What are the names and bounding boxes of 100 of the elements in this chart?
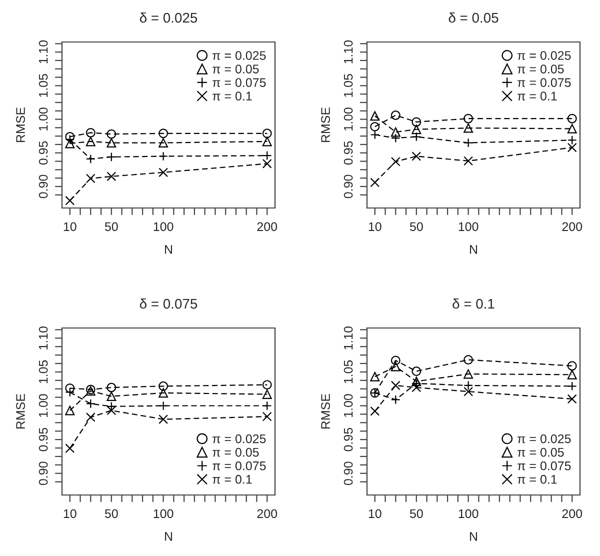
point (412, 382, 422, 392)
point (65, 444, 75, 454)
point (106, 382, 116, 392)
y-tick-label: 0.90 (344, 462, 353, 486)
point (65, 196, 75, 206)
x-tick-label: 100 (154, 222, 174, 232)
x-tick-label: 50 (104, 509, 118, 518)
point (65, 406, 75, 416)
point (106, 129, 116, 139)
y-tick-label: 1.10 (344, 40, 353, 64)
y-tick-label: 1.00 (344, 108, 353, 130)
point (412, 124, 422, 134)
x-tick-label: 50 (410, 509, 423, 518)
y-tick-label: 1.10 (344, 326, 353, 350)
x-axis-title: N (470, 532, 477, 541)
y-axis-title: RMSE (321, 107, 330, 142)
point (262, 390, 272, 399)
point (86, 174, 96, 184)
legend-label: π = 0.05 (518, 64, 564, 74)
point (262, 158, 272, 168)
point (106, 138, 116, 148)
point (412, 152, 422, 161)
point (86, 136, 96, 146)
chart-title: δ = 0.05 (448, 12, 498, 23)
point (567, 361, 577, 371)
chart-title: δ = 0.075 (140, 298, 198, 309)
x-tick-label: 100 (458, 222, 478, 232)
point (106, 392, 116, 402)
legend-label: π = 0.05 (212, 64, 259, 74)
point (464, 386, 474, 396)
y-tick-label: 1.05 (38, 360, 48, 384)
y-axis-title: RMSE (16, 394, 25, 429)
x-tick-label: 10 (64, 222, 76, 232)
legend-label: π = 0.1 (212, 474, 252, 484)
point (65, 132, 75, 142)
point (262, 136, 272, 146)
point (86, 412, 96, 422)
x-tick-label: 200 (257, 509, 278, 518)
point (390, 380, 400, 390)
point (370, 406, 380, 416)
legend-label: π = 0.025 (518, 434, 571, 444)
legend-label: π = 0.075 (212, 461, 266, 470)
point (567, 114, 577, 124)
y-tick-label: 0.95 (344, 141, 353, 165)
x-tick-label: 50 (104, 222, 118, 232)
point (390, 110, 400, 120)
point (158, 138, 168, 148)
point (106, 172, 116, 182)
chart-title: δ = 0.025 (140, 12, 198, 23)
point (370, 122, 380, 132)
x-axis-title: N (165, 245, 172, 254)
point (464, 355, 474, 364)
y-tick-label: 0.95 (38, 141, 48, 165)
x-tick-label: 10 (368, 222, 382, 232)
legend-label: π = 0.075 (212, 78, 266, 87)
point (158, 128, 168, 138)
point (370, 178, 380, 188)
y-tick-label: 0.90 (38, 174, 48, 198)
legend-label: π = 0.075 (518, 461, 571, 470)
point (158, 168, 168, 178)
y-tick-label: 1.05 (344, 360, 353, 384)
point (370, 111, 380, 121)
point (390, 156, 400, 166)
x-tick-label: 50 (410, 222, 423, 232)
point (390, 127, 400, 137)
x-tick-label: 200 (562, 509, 582, 518)
legend-label: π = 0.075 (518, 78, 571, 87)
x-tick-label: 10 (368, 509, 382, 518)
point (567, 124, 577, 134)
point (567, 142, 577, 152)
y-tick-label: 0.95 (38, 428, 48, 452)
point (370, 372, 380, 382)
y-tick-label: 0.90 (38, 462, 48, 486)
x-tick-label: 200 (562, 222, 582, 232)
legend-label: π = 0.05 (212, 448, 259, 457)
x-tick-label: 10 (64, 509, 76, 518)
point (464, 123, 474, 133)
point (262, 128, 272, 138)
point (158, 388, 168, 398)
legend-label: π = 0.1 (518, 92, 557, 101)
x-tick-label: 100 (458, 509, 478, 518)
y-axis-title: RMSE (321, 394, 330, 429)
point (464, 114, 474, 124)
x-axis-title: N (165, 532, 172, 541)
x-tick-label: 100 (154, 509, 174, 518)
point (464, 156, 474, 166)
chart-title: δ = 0.1 (452, 298, 494, 309)
y-tick-label: 1.05 (344, 74, 353, 97)
legend-label: π = 0.025 (212, 434, 266, 444)
point (158, 414, 168, 424)
point (158, 381, 168, 391)
x-axis-title: N (470, 245, 477, 254)
point (65, 383, 75, 393)
point (464, 369, 474, 379)
y-axis-title: RMSE (16, 107, 25, 142)
y-tick-label: 1.05 (38, 74, 48, 97)
point (412, 366, 422, 376)
point (390, 356, 400, 366)
point (86, 128, 96, 138)
y-tick-label: 0.95 (344, 428, 353, 452)
